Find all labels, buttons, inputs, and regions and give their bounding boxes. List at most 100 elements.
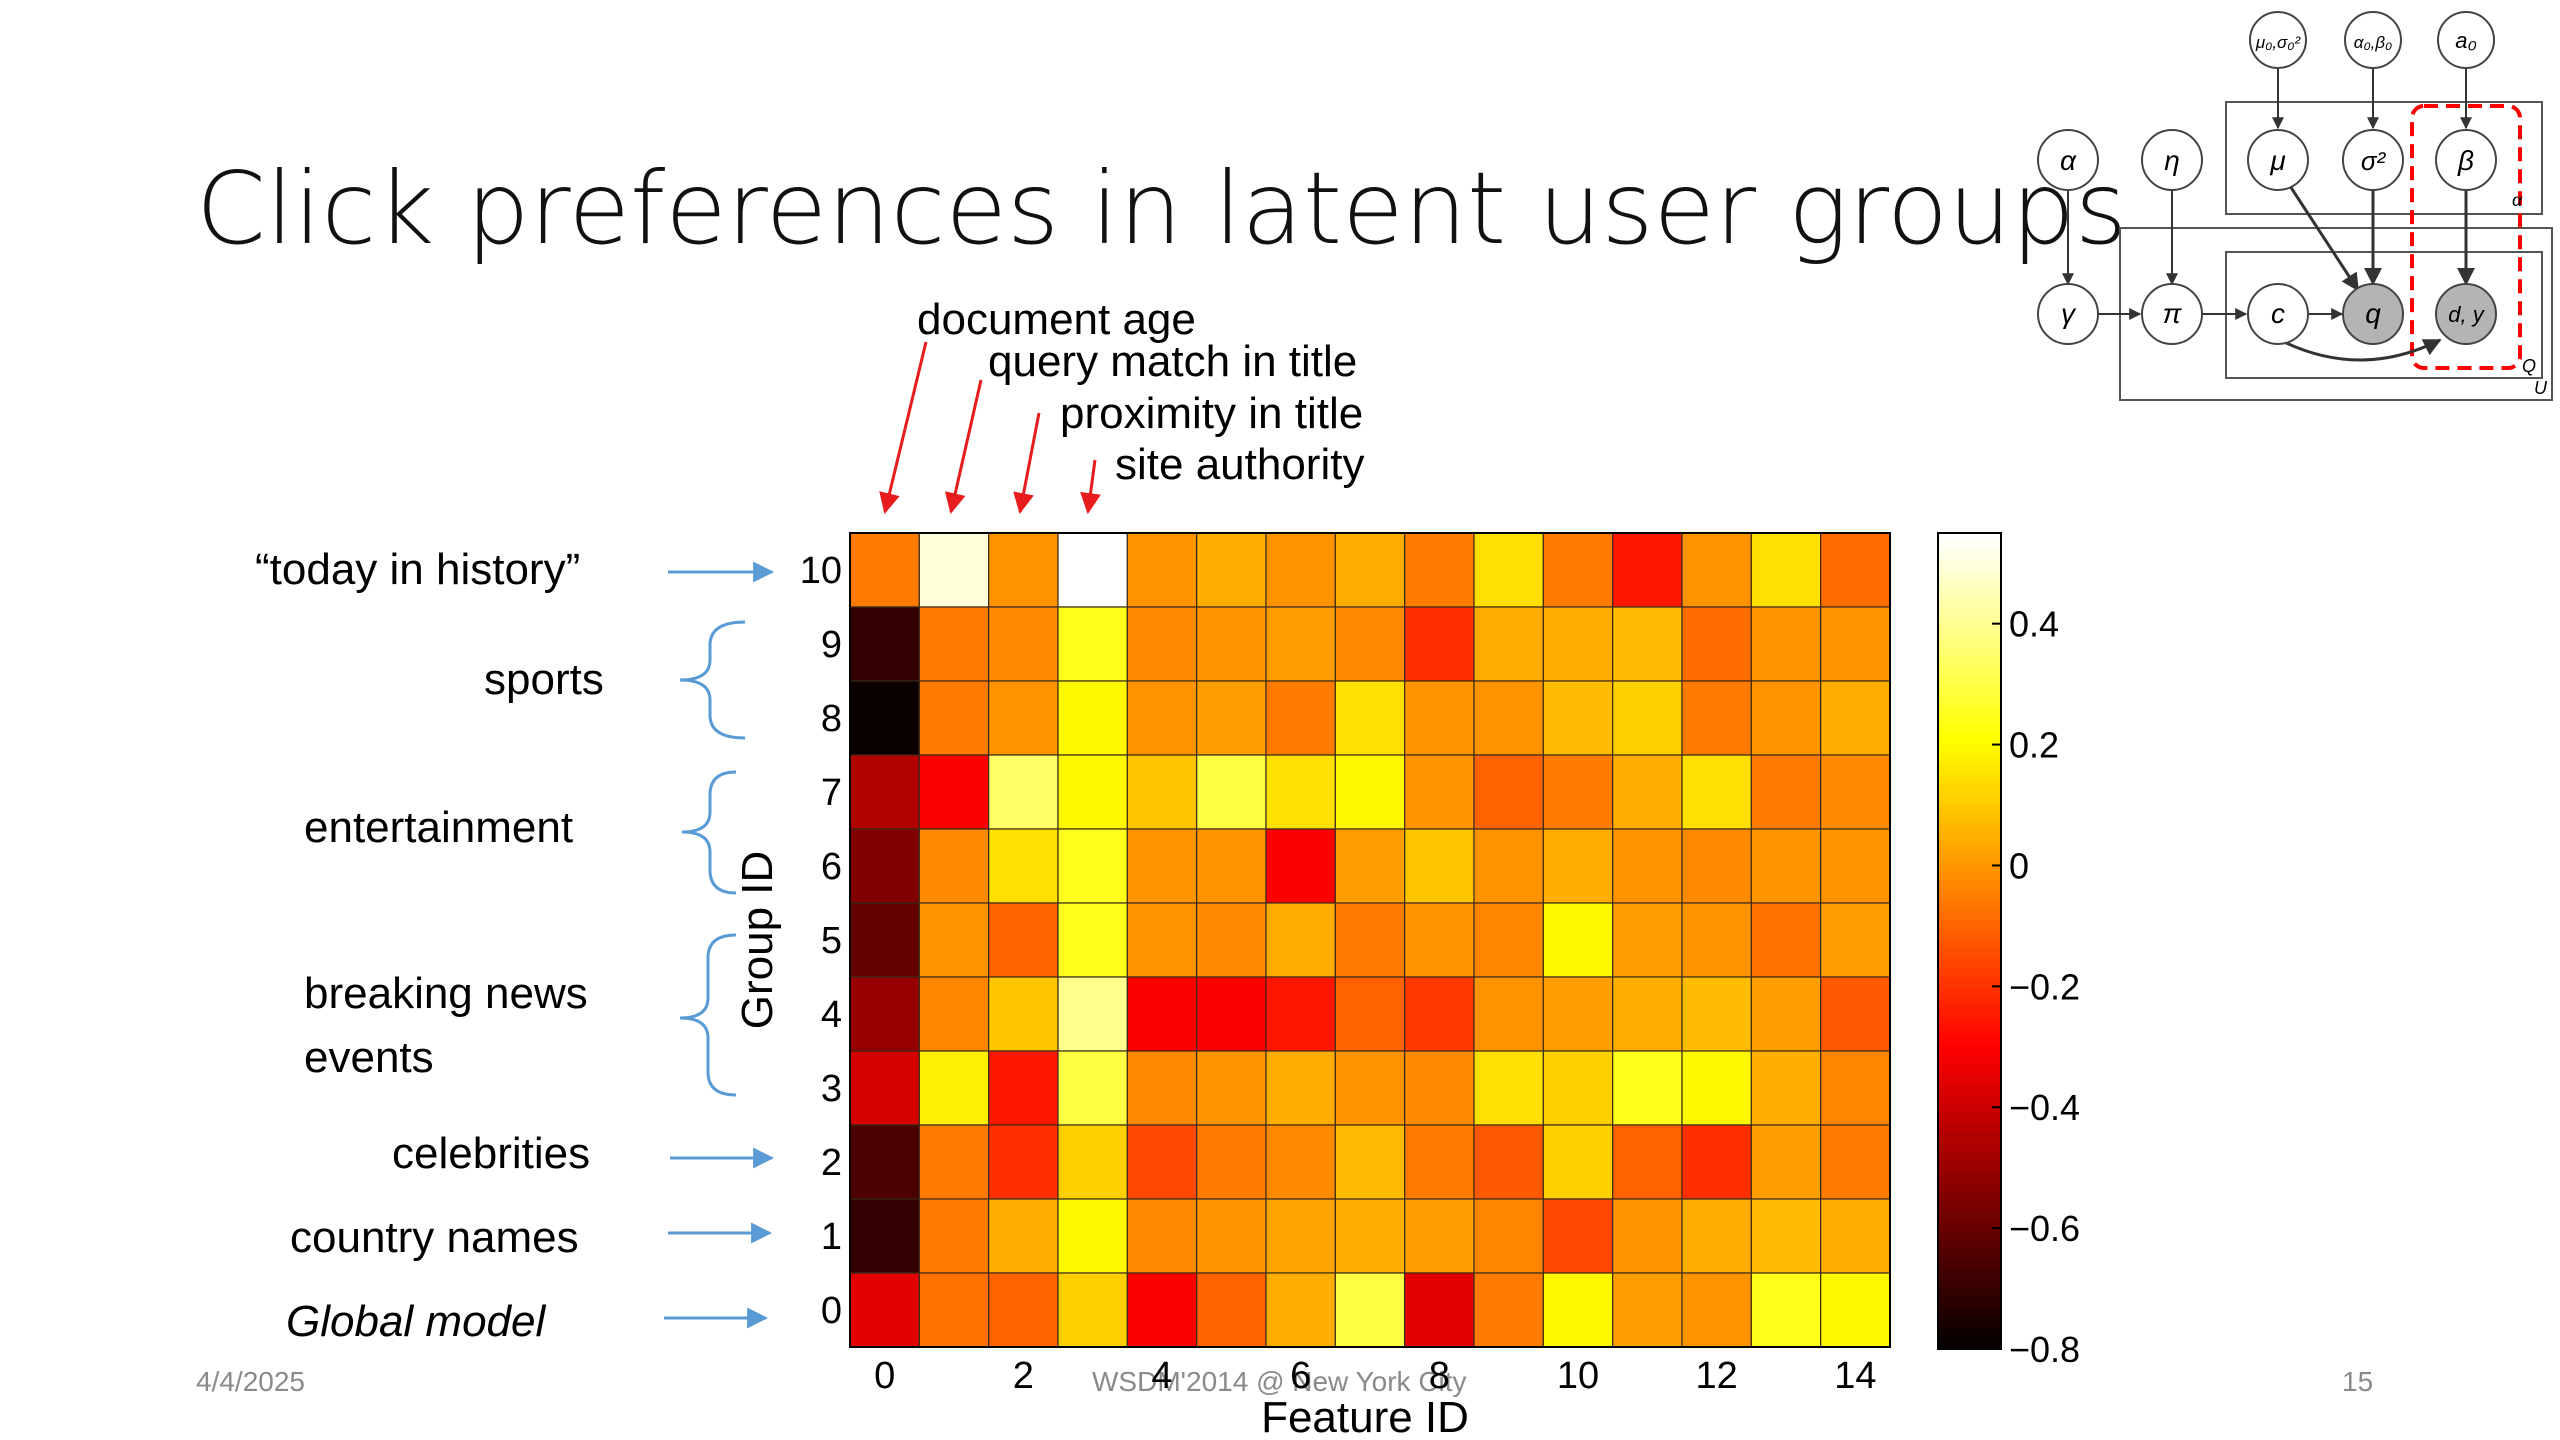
- heatmap-cell-g9-f14: [1820, 606, 1891, 682]
- plate-top-alpha: [2225, 101, 2543, 215]
- colorbar-segment: [1938, 975, 2001, 983]
- heatmap-cell-g2-f14: [1820, 1124, 1891, 1200]
- annotation-site-authority: site authority: [1115, 440, 1365, 489]
- colorbar-segment: [1938, 805, 2001, 813]
- heatmap-cell-g5-f9: [1473, 902, 1544, 978]
- heatmap-cell-g1-f6: [1265, 1198, 1336, 1274]
- heatmap-cell-g6-f7: [1334, 828, 1406, 904]
- heatmap-cell-g4-f12: [1681, 976, 1752, 1052]
- heatmap-cell-g1-f11: [1612, 1198, 1683, 1274]
- node-label-alpha: α: [2060, 145, 2077, 176]
- heatmap-cell-g10-f6: [1265, 532, 1336, 608]
- colorbar-segment: [1938, 764, 2001, 772]
- bracket-breaking-news: [679, 933, 737, 1097]
- colorbar-segment: [1938, 703, 2001, 711]
- colorbar-segment: [1938, 927, 2001, 936]
- colorbar-segment: [1938, 845, 2001, 854]
- heatmap-cell-g7-f14: [1820, 754, 1891, 830]
- colorbar-segment: [1938, 1172, 2001, 1180]
- heatmap-cell-g5-f2: [988, 902, 1059, 978]
- colorbar-segment: [1938, 866, 2001, 874]
- arrow-site-authority: [1080, 459, 1101, 515]
- x-tick-label: 4: [1151, 1355, 1172, 1397]
- heatmap-cell-g4-f8: [1404, 976, 1475, 1052]
- colorbar-segment: [1938, 900, 2001, 908]
- colorbar-segment: [1938, 750, 2001, 759]
- heatmap-cell-g6-f8: [1404, 828, 1475, 904]
- heatmap-cell-g8-f13: [1750, 680, 1822, 756]
- node-label-dy: d, y: [2448, 302, 2485, 327]
- edge-c-dy: [2279, 338, 2442, 362]
- heatmap-cell-g10-f11: [1612, 532, 1683, 608]
- colorbar-segment: [1938, 1199, 2001, 1208]
- colorbar-segment: [1938, 1036, 2001, 1044]
- graphical-model-diagram: μ₀,σ₀² α₀,β₀ a₀ α η μ σ² β γ π c q d, y …: [2037, 11, 2553, 401]
- node-hyper-alpha-beta: [2344, 11, 2402, 69]
- heatmap-cell-g7-f10: [1542, 754, 1614, 830]
- y-tick-label: 9: [821, 624, 842, 666]
- node-label-hyper-3: a₀: [2455, 28, 2477, 53]
- x-tick-label: 10: [1557, 1355, 1599, 1397]
- heatmap-cell-g7-f7: [1334, 754, 1406, 830]
- colorbar-segment: [1938, 947, 2001, 956]
- colorbar-segment: [1938, 873, 2001, 881]
- colorbar-segment: [1938, 1213, 2001, 1221]
- heatmap-cell-g10-f0: [849, 532, 920, 608]
- colorbar-segment: [1938, 539, 2001, 548]
- node-alpha: [2037, 129, 2099, 191]
- colorbar-segment: [1938, 920, 2001, 929]
- colorbar-segment: [1938, 1111, 2001, 1119]
- colorbar-segment: [1938, 1049, 2001, 1058]
- colorbar-segment: [1938, 1315, 2001, 1323]
- heatmap-cell-g1-f13: [1750, 1198, 1822, 1274]
- colorbar-segment: [1938, 573, 2001, 582]
- heatmap-cell-g3-f14: [1820, 1050, 1891, 1126]
- colorbar-tick-label: −0.6: [2009, 1208, 2080, 1249]
- y-tick-label: 5: [821, 920, 842, 962]
- heatmap-cell-g10-f7: [1334, 532, 1406, 608]
- heatmap-cell-g7-f4: [1126, 754, 1198, 830]
- colorbar-segment: [1938, 1308, 2001, 1316]
- colorbar-segment: [1938, 628, 2001, 636]
- colorbar-segment: [1938, 648, 2001, 657]
- heatmap-cell-g8-f4: [1126, 680, 1198, 756]
- heatmap-cell-g1-f5: [1196, 1198, 1267, 1274]
- colorbar-segment: [1938, 832, 2001, 840]
- colorbar-segment: [1938, 1267, 2001, 1276]
- heatmap-cell-g9-f2: [988, 606, 1059, 682]
- colorbar-segment: [1938, 1158, 2001, 1167]
- colorbar-segment: [1938, 907, 2001, 915]
- heatmap-cell-g4-f7: [1334, 976, 1406, 1052]
- heatmap-cell-g10-f12: [1681, 532, 1752, 608]
- colorbar-tick-label: −0.4: [2009, 1087, 2080, 1128]
- heatmap-cell-g5-f12: [1681, 902, 1752, 978]
- colorbar-segment: [1938, 1124, 2001, 1133]
- annotation-query-match: query match in title: [988, 337, 1358, 386]
- heatmap-cell-g9-f5: [1196, 606, 1267, 682]
- colorbar-segment: [1938, 1043, 2001, 1051]
- heatmap-cell-g9-f10: [1542, 606, 1614, 682]
- colorbar-segment: [1938, 567, 2001, 575]
- colorbar-ticks: 0.4 0.2 0 −0.2 −0.4 −0.6 −0.8: [1992, 604, 2080, 1370]
- colorbar-segment: [1938, 1274, 2001, 1282]
- colorbar-segment: [1938, 1192, 2001, 1201]
- colorbar-segment: [1938, 839, 2001, 847]
- colorbar-segment: [1938, 968, 2001, 976]
- bracket-sports: [679, 620, 746, 740]
- colorbar: [1938, 533, 2001, 1350]
- heatmap-cell-g1-f3: [1057, 1198, 1128, 1274]
- bracket-entertainment: [681, 770, 737, 895]
- colorbar-segment: [1938, 662, 2001, 670]
- group-label-events: events: [304, 1033, 434, 1082]
- heatmap-border: [849, 532, 1891, 1348]
- colorbar-segment: [1938, 961, 2001, 970]
- heatmap-cell-g3-f6: [1265, 1050, 1336, 1126]
- heatmap-cell-g4-f6: [1265, 976, 1336, 1052]
- heatmap-cell-g0-f13: [1750, 1272, 1822, 1348]
- footer-page-number: 15: [2342, 1366, 2374, 1397]
- colorbar-segment: [1938, 689, 2001, 698]
- plate-label-u: U: [2534, 378, 2548, 398]
- heatmap-cell-g0-f7: [1334, 1272, 1406, 1348]
